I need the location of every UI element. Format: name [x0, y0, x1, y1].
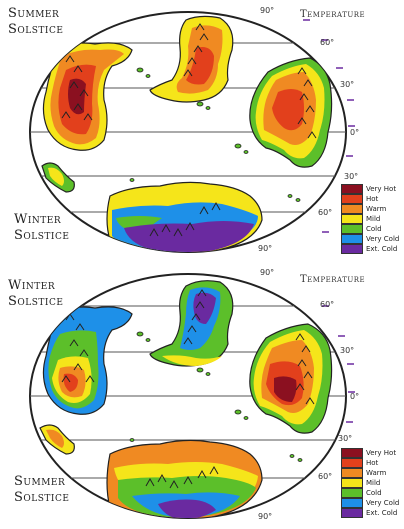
solstice-word: Solstice [14, 228, 70, 243]
legend-label: Cold [366, 489, 382, 497]
lat-label: 0° [350, 128, 360, 137]
legend-item: Warm [341, 468, 403, 478]
west-island [41, 162, 75, 193]
legend-swatch [341, 224, 363, 234]
small-islands [129, 331, 303, 462]
lat-label: 60° [320, 38, 335, 47]
legend-label: Hot [366, 459, 379, 467]
season-word: Winter [8, 278, 56, 293]
west-continent [42, 42, 133, 151]
insolation-ticks [322, 305, 355, 423]
small-islands [129, 67, 301, 202]
legend-swatch [341, 234, 363, 244]
legend-item: Ext. Cold [341, 508, 403, 518]
legend-label: Cold [366, 225, 382, 233]
legend-item: Very Cold [341, 234, 403, 244]
solstice-word: Solstice [8, 294, 64, 309]
solstice-word: Solstice [14, 490, 70, 505]
legend-item: Warm [341, 204, 403, 214]
legend-label: Ext. Cold [366, 509, 398, 517]
season-label-top: Summer Solstice [8, 6, 63, 38]
lat-label: 90° [260, 6, 275, 15]
legend-swatch [341, 468, 363, 478]
legend-swatch [341, 508, 363, 518]
legend-swatch [341, 214, 363, 224]
legend-swatch [341, 458, 363, 468]
west-continent [42, 306, 133, 415]
legend-swatch [341, 488, 363, 498]
legend-label: Warm [366, 469, 387, 477]
north-continent [149, 15, 234, 103]
legend-item: Hot [341, 194, 403, 204]
legend-item: Very Cold [341, 498, 403, 508]
legend-item: Mild [341, 214, 403, 224]
west-island [39, 424, 75, 455]
temperature-legend: Very Hot Hot Warm Mild Cold Very Cold Ex… [341, 184, 403, 254]
lat-label: 30° [338, 434, 353, 443]
season-word: Summer [14, 474, 66, 489]
north-continent [149, 280, 234, 367]
lat-label: 60° [318, 208, 333, 217]
season-label-bottom: Winter Solstice [14, 212, 69, 244]
insolation-ticks [303, 19, 355, 233]
legend-item: Mild [341, 478, 403, 488]
lat-label: 60° [318, 472, 333, 481]
legend-label: Very Cold [366, 499, 400, 507]
legend-label: Very Cold [366, 235, 400, 243]
legend-item: Hot [341, 458, 403, 468]
season-label-bottom: Summer Solstice [14, 474, 69, 506]
lat-label: 60° [320, 300, 335, 309]
lat-label: 90° [258, 512, 273, 521]
legend-swatch [341, 244, 363, 254]
legend-item: Very Hot [341, 448, 403, 458]
legend-item: Very Hot [341, 184, 403, 194]
legend-item: Ext. Cold [341, 244, 403, 254]
legend-label: Hot [366, 195, 379, 203]
winter-solstice-map-panel: Winter Solstice Summer Solstice Temperat… [0, 264, 404, 529]
lat-label: 90° [258, 244, 273, 253]
legend-swatch [341, 204, 363, 214]
temperature-legend: Very Hot Hot Warm Mild Cold Very Cold Ex… [341, 448, 403, 518]
east-continent [249, 57, 333, 168]
temperature-title: Temperature [300, 9, 366, 20]
solstice-word: Solstice [8, 22, 64, 37]
legend-label: Very Hot [366, 449, 397, 457]
legend-label: Warm [366, 205, 387, 213]
legend-swatch [341, 184, 363, 194]
season-word: Winter [14, 212, 62, 227]
legend-item: Cold [341, 224, 403, 234]
legend-item: Cold [341, 488, 403, 498]
lat-label: 30° [344, 172, 359, 181]
summer-solstice-map-panel: Summer Solstice Winter Solstice Temperat… [0, 0, 404, 262]
season-word: Summer [8, 6, 60, 21]
bottom-map-svg [29, 273, 355, 519]
lat-label: 30° [340, 80, 355, 89]
south-polar-continent [106, 181, 263, 252]
legend-label: Mild [366, 479, 381, 487]
lat-label: 0° [350, 392, 360, 401]
lat-label: 30° [340, 346, 355, 355]
lat-label: 90° [260, 268, 275, 277]
legend-label: Mild [366, 215, 381, 223]
legend-label: Very Hot [366, 185, 397, 193]
legend-swatch [341, 478, 363, 488]
legend-label: Ext. Cold [366, 245, 398, 253]
top-map-svg [29, 11, 355, 253]
season-label-top: Winter Solstice [8, 278, 63, 310]
legend-swatch [341, 498, 363, 508]
east-continent [249, 323, 333, 434]
legend-swatch [341, 194, 363, 204]
legend-swatch [341, 448, 363, 458]
temperature-title: Temperature [300, 274, 366, 285]
south-polar-continent [106, 439, 263, 518]
